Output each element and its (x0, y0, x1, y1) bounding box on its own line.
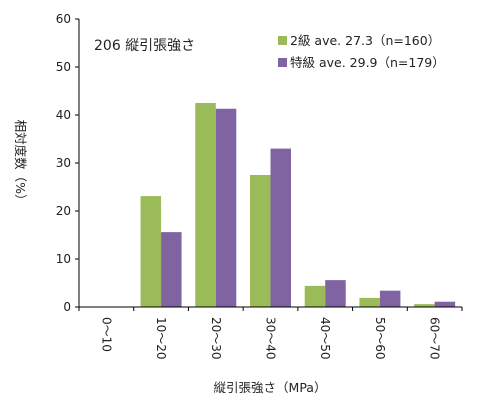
y-tick-label: 50 (56, 60, 71, 74)
y-tick-label: 20 (56, 204, 71, 218)
bar-series-1-1 (161, 232, 182, 307)
x-tick-label: 50～60 (373, 317, 387, 360)
bar-series-0-5 (359, 297, 380, 307)
bar-series-0-4 (304, 285, 326, 307)
x-tick-label: 10～20 (154, 317, 168, 360)
legend-swatch-2kyu (278, 36, 287, 45)
bar-series-1-5 (379, 290, 401, 307)
chart-title: 206 縦引張強さ (94, 38, 195, 54)
x-axis-ticks: 0～10 10～20 20～30 30～40 40～50 50～60 60～70 (78, 307, 463, 360)
bar-series-0-2 (195, 103, 216, 307)
bar-series-1-2 (215, 108, 237, 307)
bar-series-1-3 (270, 148, 291, 307)
x-tick-label: 0～10 (99, 317, 113, 352)
y-tick-label: 40 (56, 108, 71, 122)
x-tick-label: 40～50 (318, 317, 332, 360)
legend-swatch-tokkyu (278, 58, 287, 67)
legend: 2級 ave. 27.3（n=160） 特級 ave. 29.9（n=179） (278, 33, 445, 70)
bar-series-0-6 (414, 304, 435, 307)
y-tick-label: 10 (56, 252, 71, 266)
bar-series-0-1 (140, 196, 162, 307)
legend-label-tokkyu: 特級 ave. 29.9（n=179） (290, 55, 445, 70)
y-tick-label: 30 (56, 156, 71, 170)
y-tick-label: 0 (63, 300, 71, 314)
bar-series-1-4 (325, 280, 346, 307)
legend-label-2kyu: 2級 ave. 27.3（n=160） (290, 33, 440, 48)
y-tick-label: 60 (56, 12, 71, 26)
x-axis-label: 縦引張強さ（MPa） (214, 380, 327, 395)
x-tick-label: 20～30 (209, 317, 223, 360)
bars-group (140, 103, 456, 307)
bar-series-0-3 (250, 175, 271, 307)
y-axis-label: 相対度数（%） (13, 120, 28, 207)
bar-series-1-6 (434, 301, 456, 307)
y-axis-ticks: 0 10 20 30 40 50 60 (56, 12, 79, 314)
x-tick-label: 30～40 (264, 317, 278, 360)
x-tick-label: 60～70 (428, 317, 442, 360)
